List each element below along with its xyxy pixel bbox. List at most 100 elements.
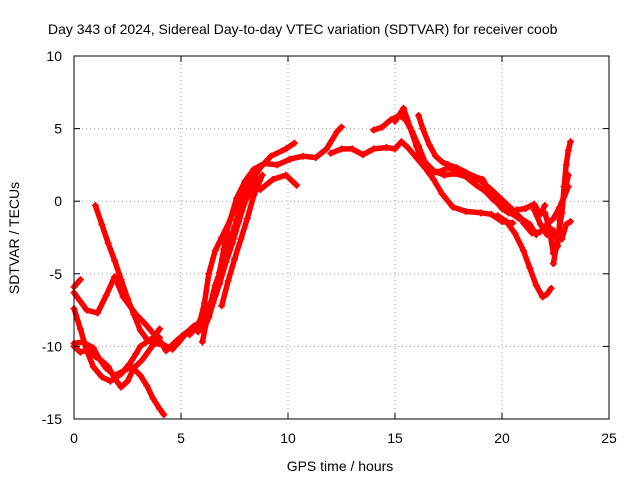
data-point [378, 123, 386, 131]
series-pass-11 [327, 138, 517, 227]
data-point [462, 168, 470, 176]
data-point [198, 338, 206, 346]
data-point [449, 203, 457, 211]
data-point [156, 325, 164, 333]
data-point [282, 171, 290, 179]
data-point [98, 357, 106, 365]
data-point [91, 353, 99, 361]
data-point [290, 139, 298, 147]
data-point [124, 294, 131, 302]
data-point [440, 171, 448, 179]
data-series [70, 104, 574, 419]
data-point [250, 191, 258, 199]
y-tick-label: 10 [46, 48, 62, 64]
data-point [549, 260, 557, 268]
data-point [190, 322, 198, 330]
data-point [132, 350, 140, 358]
data-point [211, 247, 219, 255]
data-point [477, 209, 485, 217]
data-point [425, 170, 433, 178]
data-point [430, 175, 438, 183]
data-point [183, 328, 191, 336]
data-point [293, 181, 301, 189]
data-point [104, 239, 112, 247]
series-trace [71, 326, 163, 390]
data-point [267, 152, 275, 160]
data-point [539, 293, 547, 301]
data-point [205, 302, 213, 310]
data-point [489, 194, 497, 202]
data-point [286, 155, 294, 163]
data-point [522, 204, 530, 212]
data-point [205, 270, 213, 278]
data-point [370, 145, 378, 153]
data-point [519, 219, 527, 227]
data-point [256, 164, 264, 172]
data-point [91, 202, 99, 210]
data-point [502, 218, 510, 226]
data-point [498, 196, 506, 204]
data-point [462, 207, 470, 215]
y-tick-label: -5 [50, 266, 63, 282]
data-point [564, 183, 572, 191]
data-point [231, 204, 238, 212]
data-point [175, 338, 183, 346]
data-point [106, 377, 114, 385]
data-point [220, 245, 228, 253]
data-point [98, 373, 106, 381]
data-point [76, 325, 84, 333]
data-point [425, 141, 433, 149]
data-point [541, 209, 549, 217]
data-point [149, 395, 157, 403]
x-tick-label: 5 [177, 430, 185, 446]
data-point [209, 299, 217, 307]
data-point [117, 276, 125, 284]
data-point [537, 228, 545, 236]
data-point [554, 235, 562, 243]
data-point [156, 405, 164, 413]
data-point [258, 171, 266, 179]
data-point [415, 112, 423, 120]
data-point [299, 152, 307, 160]
data-point [323, 145, 331, 153]
data-point [111, 257, 119, 265]
plot-frame [73, 55, 610, 420]
axis-ticks: 0 5 10 15 20 25 -15 -10 -5 0 5 10 [42, 48, 617, 446]
series-pass-2 [198, 139, 298, 346]
data-point [348, 145, 356, 153]
series-trace [71, 276, 84, 290]
data-point [85, 345, 93, 353]
data-point [76, 348, 84, 356]
data-point [136, 371, 144, 379]
data-point [138, 355, 146, 363]
data-point [547, 284, 555, 292]
data-point [517, 215, 525, 223]
data-point [273, 161, 281, 169]
data-point [370, 126, 378, 134]
data-point [231, 255, 238, 263]
data-point [453, 164, 461, 172]
data-point [76, 276, 84, 284]
series-trace [195, 176, 261, 335]
data-point [391, 117, 399, 125]
data-point [241, 197, 249, 205]
data-point [79, 338, 87, 346]
data-point [102, 292, 110, 300]
data-point [224, 222, 232, 230]
data-point [543, 220, 551, 228]
data-point [194, 328, 202, 336]
series-pass-1 [70, 123, 345, 355]
data-point [168, 345, 176, 353]
data-point [111, 273, 119, 281]
data-point [224, 277, 232, 285]
data-point [243, 215, 251, 223]
data-point [530, 206, 538, 214]
data-point [141, 319, 149, 327]
series-pass-5 [218, 171, 266, 310]
data-point [432, 152, 440, 160]
data-point [562, 220, 570, 228]
data-point [566, 218, 574, 226]
data-point [434, 168, 442, 176]
data-point [359, 151, 367, 159]
data-point [160, 341, 168, 349]
